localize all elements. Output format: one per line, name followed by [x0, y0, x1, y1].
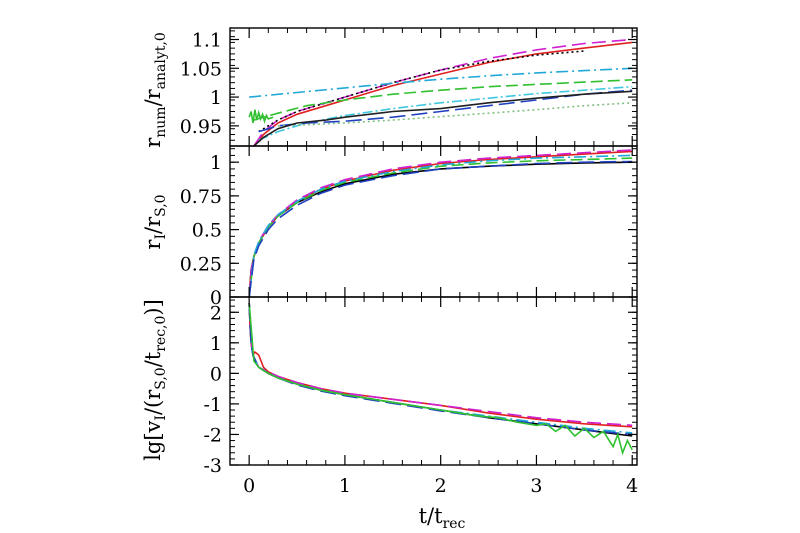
x-tick-label: 0 — [243, 475, 255, 497]
series-line-2-3 — [248, 303, 633, 434]
y-tick-label: 0.25 — [180, 253, 222, 275]
series-line-1-5 — [248, 160, 633, 297]
series-line-2-0 — [248, 303, 633, 437]
y-tick-label: -2 — [203, 424, 222, 446]
series-line-1-0 — [248, 161, 633, 297]
series-line-0-6 — [258, 89, 633, 133]
x-tick-label: 3 — [530, 475, 542, 497]
x-tick-label: 2 — [435, 475, 447, 497]
y-tick-label: -3 — [203, 455, 222, 477]
x-axis-label: t/trec — [419, 504, 466, 532]
y-tick-label: 2 — [210, 302, 222, 324]
series-group — [248, 303, 633, 456]
series-line-0-1 — [253, 38, 633, 146]
y-tick-label: 0.75 — [180, 186, 222, 208]
series-line-0-7 — [277, 102, 633, 127]
y-tick-label: 1.1 — [192, 30, 222, 52]
series-line-0-0 — [253, 41, 633, 146]
series-group — [248, 38, 633, 146]
series-line-1-1 — [248, 150, 633, 297]
y-tick-label: -1 — [203, 394, 222, 416]
panel-bottom: -3 -2 -1 0 1 2 0 1 2 3 4 — [203, 296, 638, 497]
panel-top: 0.95 1 1.05 1.1 — [180, 27, 638, 147]
series-line-0-5 — [258, 85, 633, 141]
series-line-0-9 — [248, 109, 274, 124]
y-tick-label: 0 — [210, 287, 222, 309]
y-tick-label: 0.5 — [192, 220, 222, 242]
y-axis-label-bottom: lg[vI/(rS,0/trec,0)] — [141, 299, 169, 461]
series-line-1-2 — [248, 149, 633, 297]
series-line-2-2 — [248, 303, 633, 427]
y-tick-label: 1 — [210, 87, 222, 109]
series-line-1-4 — [248, 154, 633, 297]
y-tick-label: 0 — [210, 363, 222, 385]
y-tick-label: 1.05 — [180, 58, 222, 80]
panel-frame — [229, 145, 638, 298]
panel-frame — [229, 27, 638, 147]
y-tick-label: 1 — [210, 152, 222, 174]
y-tick-label: 1 — [210, 333, 222, 355]
y-tick-label: 0.95 — [180, 116, 222, 138]
x-tick-label: 1 — [339, 475, 351, 497]
series-line-0-4 — [253, 79, 633, 121]
series-line-0-8 — [253, 90, 633, 146]
y-axis-label-top: rnum/ranalyt,0 — [141, 32, 169, 148]
x-tick-label: 4 — [626, 475, 638, 497]
series-line-1-3 — [248, 157, 633, 297]
series-group — [248, 149, 633, 297]
series-line-2-4 — [248, 303, 633, 436]
panel-frame — [229, 296, 638, 466]
panel-middle: 0 0.25 0.5 0.75 1 — [180, 145, 638, 309]
series-line-2-5 — [248, 303, 633, 456]
series-line-2-1 — [248, 303, 633, 428]
y-axis-label-middle: rI/rS,0 — [141, 194, 169, 249]
series-line-0-3 — [249, 67, 633, 98]
